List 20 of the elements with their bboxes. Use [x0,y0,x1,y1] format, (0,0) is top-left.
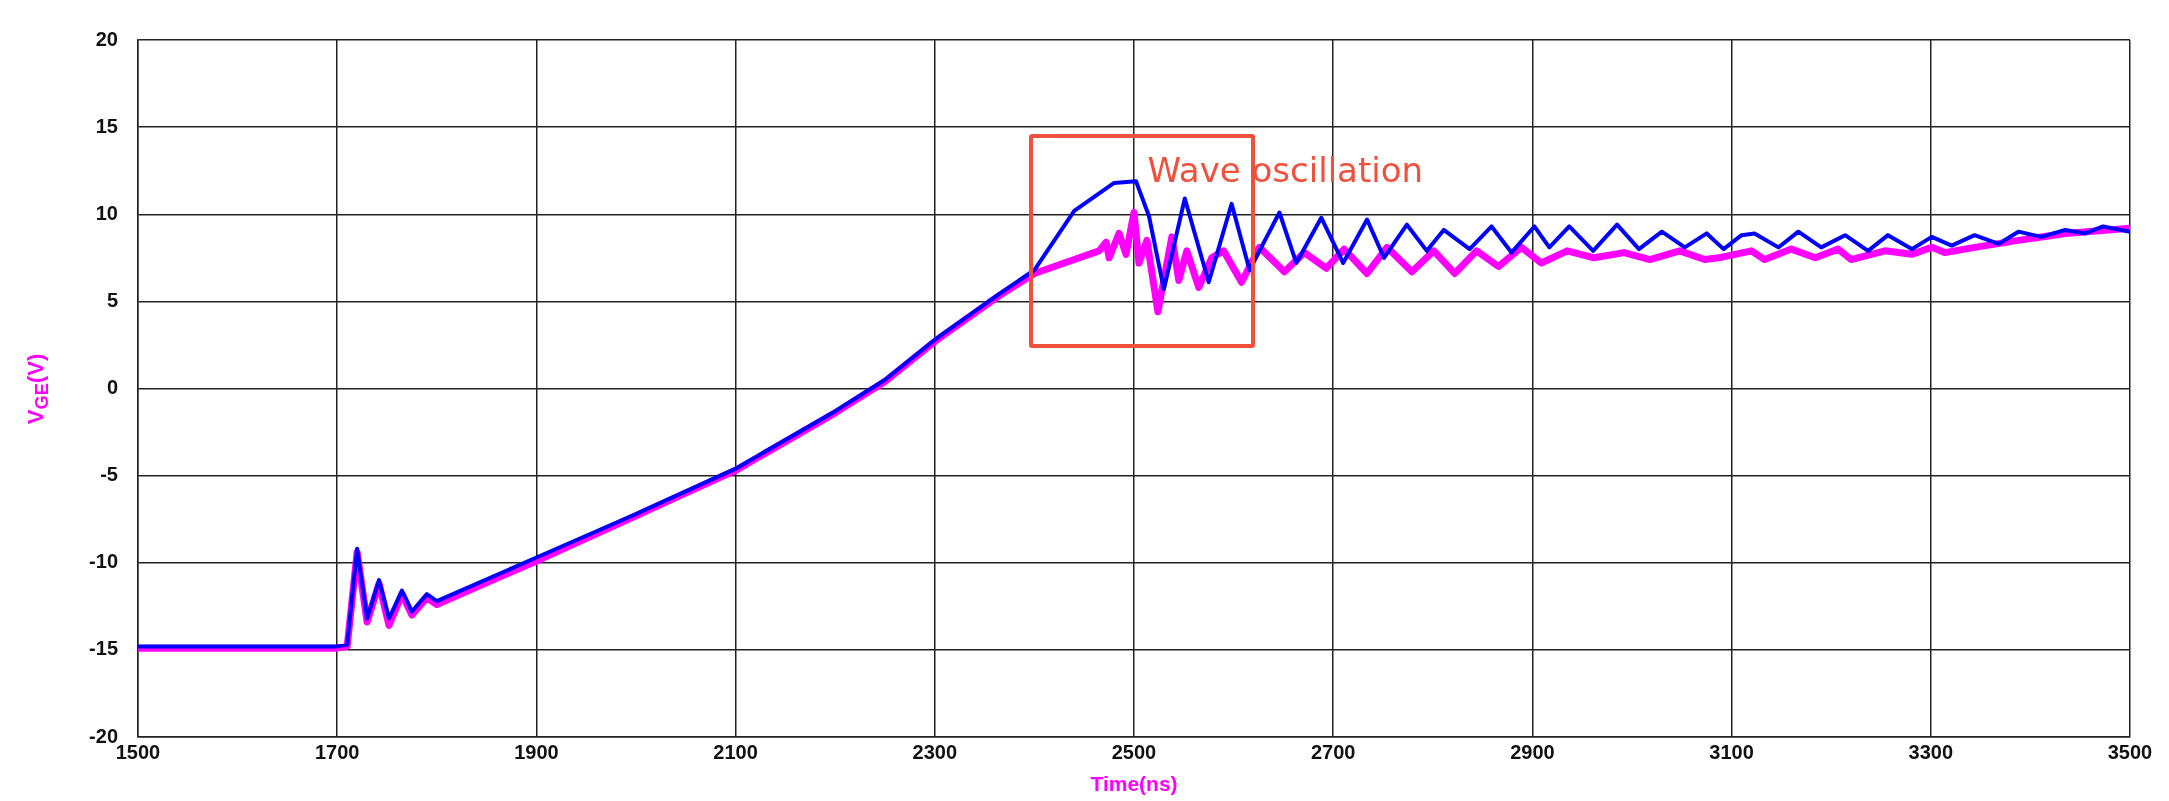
x-tick-label: 3300 [1908,740,1954,763]
y-tick-label: -10 [89,550,118,573]
x-axis-title: Time(ns) [1090,772,1178,796]
x-tick-label: 3100 [1709,740,1754,763]
y-tick-label: 0 [106,376,118,399]
y-tick-label: -15 [89,637,118,660]
y-tick-label: 5 [106,288,118,311]
x-tick-label: 3500 [2107,740,2153,763]
y-tick-label: -20 [89,724,118,747]
x-tick-label: 2900 [1510,740,1555,763]
x-tick-label: 2500 [1111,740,1157,763]
y-tick-label: -5 [100,463,118,486]
x-tick-label: 2700 [1310,740,1356,763]
y-tick-label: 15 [95,114,118,137]
y-tick-label: 20 [95,27,118,50]
y-tick-label: 10 [95,201,118,224]
x-tick-label: 1900 [514,740,559,763]
x-tick-label: 2300 [912,740,958,763]
x-tick-label: 2100 [713,740,758,763]
x-tick-label: 1700 [314,740,360,763]
